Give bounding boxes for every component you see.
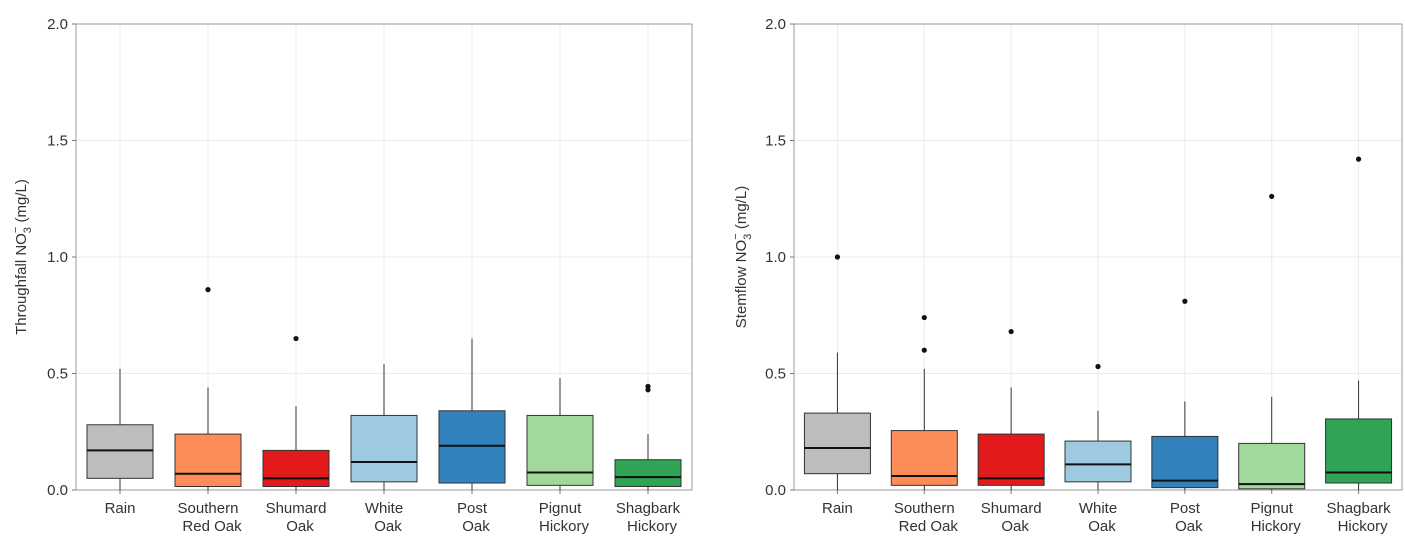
y-tick-label: 2.0 (765, 16, 786, 33)
x-tick-label-line1: Pignut (539, 500, 582, 517)
y-tick-label: 1.0 (47, 249, 68, 266)
box-body (350, 414, 418, 483)
box-body (262, 449, 330, 488)
y-tick-label: 0.0 (47, 482, 68, 499)
x-tick-label-line1: Rain (105, 500, 136, 517)
x-tick-label-line1: White (1079, 500, 1117, 517)
outlier-point (834, 254, 841, 260)
outlier-point (1095, 363, 1101, 370)
x-tick-label-line2: Oak (1088, 518, 1116, 534)
panel-2: 0.0 0.5 1.0 1.5 2.0 Stemflow NO3− (mg/L) Rain S… (730, 16, 1403, 535)
x-tick-label-line2: Hickory (539, 518, 590, 534)
box-body (803, 412, 871, 475)
x-tick-label-line1: Southern (178, 500, 239, 517)
y-tick-label: 1.0 (765, 249, 786, 266)
x-tick-label-line2: Oak (462, 518, 490, 534)
box-7 (1325, 156, 1393, 490)
box-2 (174, 287, 242, 490)
y-axis-label-main: Throughfall NO (13, 233, 30, 335)
outlier-point (921, 314, 927, 321)
box-body (1151, 435, 1219, 489)
box-body (174, 433, 242, 488)
box-4 (350, 364, 418, 490)
y-tick-label: 2.0 (47, 16, 68, 33)
x-tick-label-line2: Oak (286, 518, 314, 534)
outlier-point (645, 383, 651, 389)
box-3 (977, 328, 1045, 490)
x-tick-label-line2: Oak (374, 518, 402, 534)
x-tick-label-line1: White (365, 500, 403, 517)
y-axis-label-subscript: 3 (22, 227, 34, 233)
x-tick-label-line2: Oak (1001, 518, 1029, 534)
box-body (1064, 440, 1132, 483)
box-body (526, 414, 594, 486)
outlier-point (921, 347, 927, 353)
box-5 (438, 338, 506, 490)
box-body (614, 459, 682, 488)
box-6 (526, 378, 594, 490)
y-axis-label: Stemflow NO3− (mg/L) (730, 186, 754, 328)
x-tick-label-line1: Pignut (1250, 500, 1293, 517)
y-axis-label-superscript: − (10, 227, 22, 233)
x-tick-label-line1: Post (457, 500, 488, 517)
box-1 (86, 368, 154, 490)
box-5 (1151, 298, 1219, 490)
box-4 (1064, 363, 1132, 490)
y-tick-label: 1.5 (47, 133, 68, 150)
y-axis-label: Throughfall NO3− (mg/L) (10, 179, 34, 335)
x-tick-label-line2: Hickory (1251, 518, 1302, 534)
y-tick-label: 0.0 (765, 482, 786, 499)
box-3 (262, 335, 330, 490)
box-body (890, 430, 958, 486)
x-tick-label-line2: Red Oak (182, 518, 242, 534)
y-axis-label-superscript: − (730, 233, 742, 239)
y-axis-label-subscript: 3 (742, 234, 754, 240)
y-axis-label-unit: (mg/L) (733, 186, 750, 234)
box-body (86, 424, 154, 479)
box-1 (803, 254, 871, 490)
y-tick-label: 0.5 (47, 366, 68, 383)
y-axis-label-unit: (mg/L) (13, 179, 30, 227)
box-body (977, 433, 1045, 486)
outlier-point (1355, 156, 1362, 162)
y-tick-label: 1.5 (765, 133, 786, 150)
box-7 (614, 383, 682, 490)
x-tick-label-line1: Shagbark (616, 500, 681, 517)
box-2 (890, 314, 958, 490)
x-tick-label-line1: Shagbark (1326, 500, 1391, 517)
x-tick-label-line1: Shumard (266, 500, 327, 517)
box-body (1238, 442, 1306, 490)
x-tick-label-line2: Hickory (1338, 518, 1389, 534)
outlier-point (1269, 193, 1275, 200)
x-tick-label-line2: Red Oak (899, 518, 959, 534)
x-tick-label-line1: Southern (894, 500, 955, 517)
box-6 (1238, 193, 1306, 490)
y-tick-label: 0.5 (765, 366, 786, 383)
x-tick-label-line2: Oak (1175, 518, 1203, 534)
y-axis-label-main: Stemflow NO (733, 240, 750, 328)
box-body (438, 410, 506, 484)
outlier-point (205, 287, 211, 293)
x-tick-label-line1: Shumard (981, 500, 1042, 517)
outlier-point (293, 335, 299, 342)
x-tick-label-line1: Rain (822, 500, 853, 517)
panel-1: 0.0 0.5 1.0 1.5 2.0 Throughfall NO3− (mg/L) Ra… (10, 16, 693, 535)
x-tick-label-line2: Hickory (627, 518, 678, 534)
outlier-point (1182, 298, 1188, 304)
x-tick-label-line1: Post (1170, 500, 1201, 517)
outlier-point (1008, 328, 1014, 335)
